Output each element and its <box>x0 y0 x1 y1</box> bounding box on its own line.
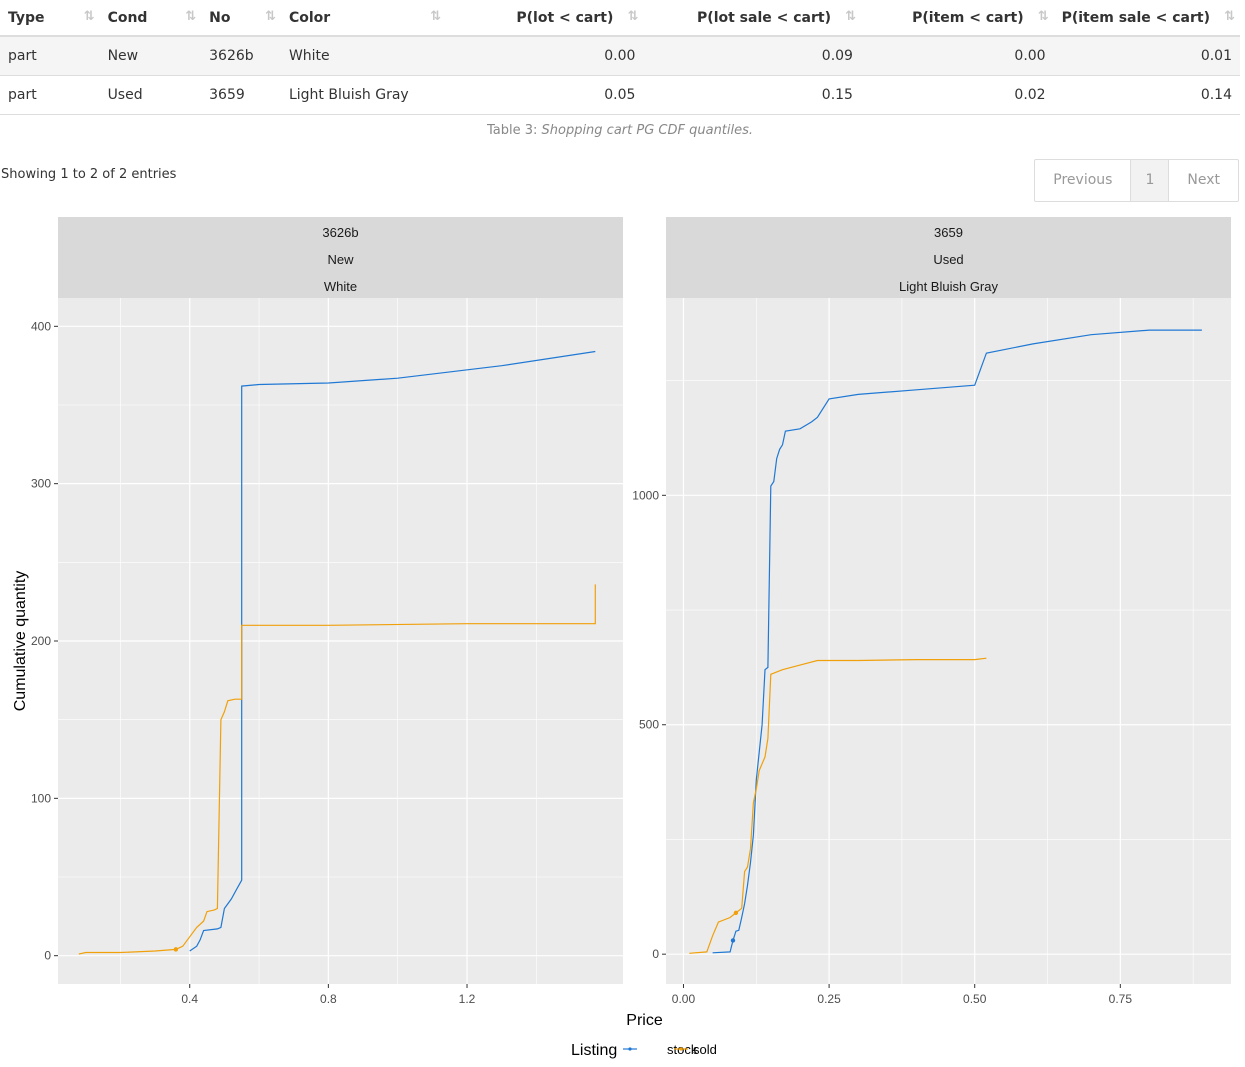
previous-button[interactable]: Previous <box>1053 172 1113 188</box>
table-caption: Table 3: Shopping cart PG CDF quantiles. <box>0 123 1240 138</box>
cell: 0.09 <box>643 36 861 76</box>
y-tick-label: 0 <box>44 949 51 963</box>
col-header-p-lot[interactable]: P(lot < cart) ⇅ <box>445 0 644 37</box>
y-tick-label: 1000 <box>632 488 659 502</box>
y-tick-label: 500 <box>639 718 659 732</box>
y-tick-label: 200 <box>31 634 51 648</box>
col-header-p-item[interactable]: P(item < cart) ⇅ <box>860 0 1054 37</box>
cell: Light Bluish Gray <box>280 75 446 115</box>
x-tick-label: 0.50 <box>963 992 987 1006</box>
strip-label: New <box>327 252 354 267</box>
sort-arrows-icon[interactable]: ⇅ <box>1037 9 1049 24</box>
legend-title: Listing <box>571 1042 617 1059</box>
cell: White <box>280 36 446 76</box>
strip-label: Used <box>933 252 963 267</box>
col-header-type[interactable]: Type ⇅ <box>0 0 100 37</box>
y-tick-label: 0 <box>652 947 659 961</box>
cell: 0.15 <box>643 75 861 115</box>
sort-arrows-icon[interactable]: ⇅ <box>627 9 638 24</box>
y-axis-title: Cumulative quantity <box>12 571 29 712</box>
cell: part <box>0 75 100 115</box>
x-axis-title: Price <box>626 1012 663 1029</box>
pagination: Previous 1 Next <box>1034 159 1239 202</box>
y-tick-label: 300 <box>31 477 51 491</box>
legend-key-point-sold <box>679 1047 683 1051</box>
cell: 0.02 <box>860 75 1054 115</box>
x-tick-label: 1.2 <box>459 992 476 1006</box>
x-tick-label: 0.75 <box>1109 992 1133 1006</box>
col-header-p-lot-sale[interactable]: P(lot sale < cart) ⇅ <box>643 0 861 37</box>
series-line-sold <box>78 584 596 955</box>
col-header-no[interactable]: No ⇅ <box>201 0 281 37</box>
page-1-button[interactable]: 1 <box>1130 160 1170 201</box>
sort-arrows-icon[interactable]: ⇅ <box>1224 9 1235 24</box>
strip-label: Light Bluish Gray <box>899 279 998 294</box>
series-point-sold <box>173 947 179 952</box>
caption-prefix: Table 3: <box>486 123 538 138</box>
x-tick-label: 0.4 <box>181 992 198 1006</box>
cell: part <box>0 36 100 76</box>
facet-strip <box>58 217 623 298</box>
series-line-stock <box>712 329 1202 954</box>
series-line-sold <box>689 657 987 954</box>
facet-strip <box>666 217 1231 298</box>
y-tick-label: 100 <box>31 791 51 805</box>
cell: Used <box>99 75 202 115</box>
legend-label-sold: sold <box>693 1042 717 1057</box>
x-tick-label: 0.25 <box>817 992 841 1006</box>
cell: 0.14 <box>1053 75 1240 115</box>
sort-arrows-icon[interactable]: ⇅ <box>430 9 441 24</box>
facet-panel: 3659 Used Light Bluish Gray 0.00 0.25 0.50 0.7… <box>632 217 1231 1006</box>
col-header-cond[interactable]: Cond ⇅ <box>99 0 202 37</box>
cell: 0.00 <box>860 36 1054 76</box>
cell: 0.00 <box>445 36 644 76</box>
table-header-row: Type ⇅ Cond ⇅ No ⇅ Color ⇅ P(lot < cart) ⇅ P(… <box>0 0 1240 37</box>
series-line-stock <box>189 350 596 952</box>
col-header-p-item-sale[interactable]: P(item sale < cart) ⇅ <box>1053 0 1240 37</box>
cell: 3626b <box>201 36 281 76</box>
sort-arrows-icon[interactable]: ⇅ <box>265 9 276 24</box>
series-point-sold <box>733 910 739 916</box>
cell: New <box>99 36 202 76</box>
strip-label: 3626b <box>322 225 358 240</box>
legend-key-point-stock <box>628 1047 632 1051</box>
sort-arrows-icon[interactable]: ⇅ <box>845 9 856 24</box>
panel-background <box>666 298 1231 984</box>
y-tick-label: 400 <box>31 319 51 333</box>
cell: 3659 <box>201 75 281 115</box>
cell: 0.01 <box>1053 36 1240 76</box>
x-tick-label: 0.00 <box>672 992 696 1006</box>
sort-arrows-icon[interactable]: ⇅ <box>185 9 196 24</box>
x-tick-label: 0.8 <box>320 992 337 1006</box>
table-info: Showing 1 to 2 of 2 entries <box>1 167 177 182</box>
results-table: Type ⇅ Cond ⇅ No ⇅ Color ⇅ P(lot < cart) ⇅ P(… <box>0 0 1240 115</box>
strip-label: 3659 <box>934 225 963 240</box>
table-row: part New 3626b White 0.00 0.09 0.00 0.01 <box>0 36 1240 76</box>
next-button[interactable]: Next <box>1187 172 1220 188</box>
strip-label: White <box>324 279 357 294</box>
facet-panel: 3626b New White 0.4 0.8 1.2 0 100 200 300 400 <box>31 217 623 1006</box>
table-row: part Used 3659 Light Bluish Gray 0.05 0.… <box>0 75 1240 115</box>
cdf-chart: 3626b New White 0.4 0.8 1.2 0 100 200 300 400 3659 U… <box>12 217 1231 1059</box>
series-point-stock <box>730 938 736 943</box>
col-header-color[interactable]: Color ⇅ <box>280 0 446 37</box>
cell: 0.05 <box>445 75 644 115</box>
caption-text: Shopping cart PG CDF quantiles. <box>541 123 754 138</box>
sort-arrows-icon[interactable]: ⇅ <box>83 9 95 24</box>
